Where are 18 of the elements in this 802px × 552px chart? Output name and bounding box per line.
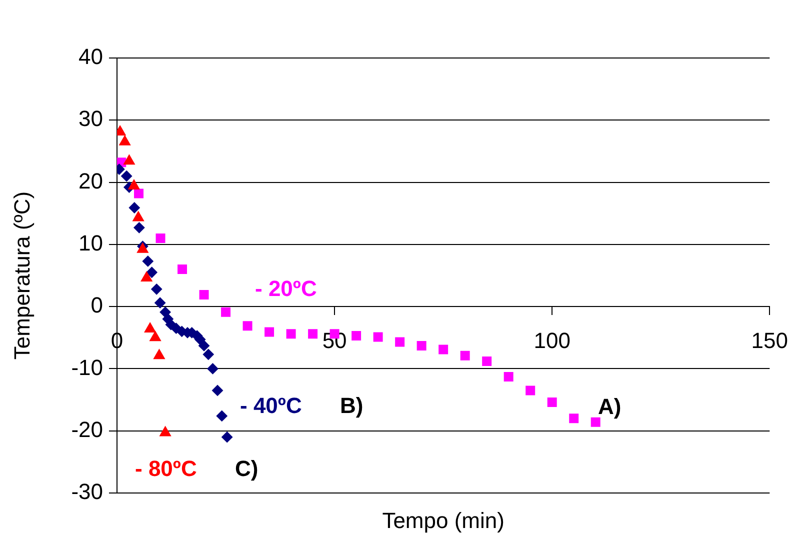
series-label: - 80ºC — [135, 456, 197, 482]
series-label: - 40ºC — [240, 393, 302, 418]
series-label: - 20ºC — [255, 276, 317, 302]
x-axis-title: Tempo (min) — [382, 508, 504, 534]
y-tick-label: 30 — [78, 106, 103, 132]
y-tick-label: -20 — [71, 416, 103, 442]
x-tick-label: 100 — [534, 328, 570, 353]
x-tick-label: 150 — [751, 328, 788, 353]
y-tick-label: -30 — [71, 479, 103, 504]
y-tick-label: 10 — [78, 230, 103, 256]
y-tick-label: 0 — [90, 292, 103, 318]
annotation: C) — [235, 456, 258, 482]
y-axis-title: Temperatura (ºC) — [9, 191, 34, 360]
annotation: A) — [598, 394, 622, 420]
annotation: B) — [340, 393, 364, 418]
y-tick-label: 40 — [78, 44, 103, 70]
y-tick-label: -10 — [71, 354, 103, 380]
y-tick-label: 20 — [78, 168, 103, 194]
